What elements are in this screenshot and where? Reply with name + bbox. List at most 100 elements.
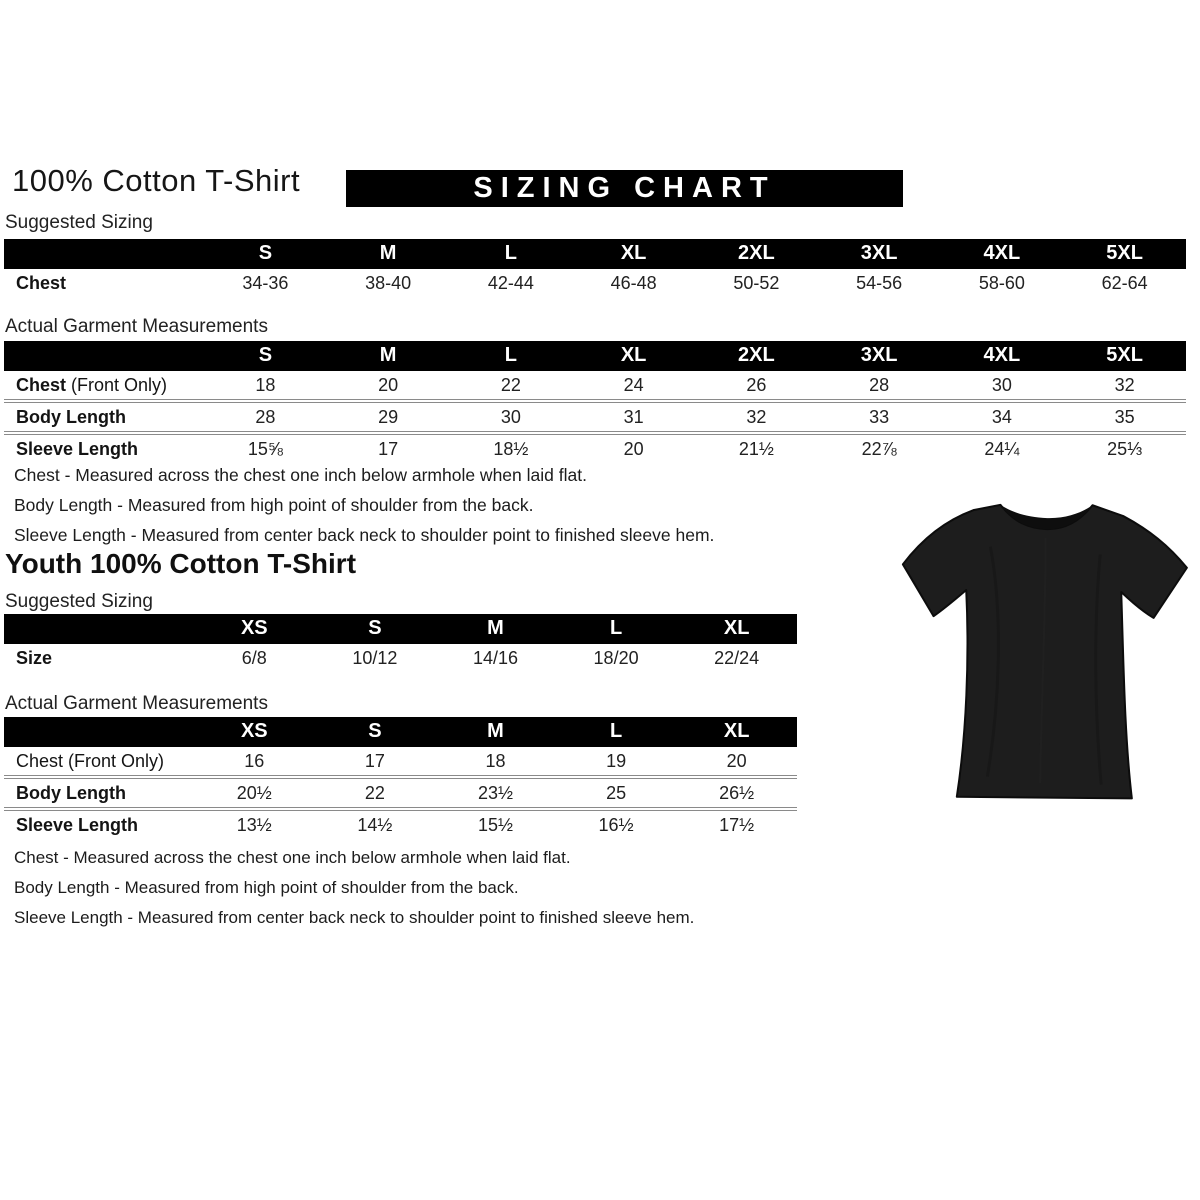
measurement-value: 33 [869, 406, 890, 427]
table-header-row: S M L XL 2XL 3XL 4XL 5XL [4, 341, 1186, 371]
size-column-header: S [368, 720, 382, 742]
measurement-value: 6/8 [241, 647, 267, 668]
page-title: 100% Cotton T-Shirt [12, 163, 301, 198]
youth-garment-table: XS S M L XL Chest (Front Only) 16 17 18 19 20 Body … [4, 717, 797, 839]
note-line: Sleeve Length - Measured from center bac… [14, 525, 715, 545]
measurement-value: 62-64 [1101, 272, 1148, 293]
note-line: Body Length - Measured from high point o… [14, 878, 519, 897]
measurement-value: 15⅝ [247, 438, 283, 459]
size-column-header: S [258, 242, 273, 264]
size-column-header: L [609, 617, 623, 639]
table-header-row: S M L XL 2XL 3XL 4XL 5XL [4, 239, 1186, 269]
youth-measurement-notes: Chest - Measured across the chest one in… [14, 843, 694, 933]
size-column-header: 5XL [1106, 242, 1143, 264]
measurement-value: 26½ [719, 782, 755, 803]
measurement-value: 28 [255, 406, 276, 427]
adult-measurement-notes: Chest - Measured across the chest one in… [14, 460, 714, 550]
size-column-header: 4XL [983, 242, 1021, 264]
size-column-header: XL [620, 344, 647, 366]
measurement-value: 24¼ [984, 438, 1020, 459]
measurement-value: 34-36 [242, 272, 289, 293]
measurement-value: 46-48 [610, 272, 657, 293]
measurement-value: 58-60 [978, 272, 1025, 293]
size-column-header: 3XL [860, 242, 898, 264]
measurement-value: 42-44 [487, 272, 534, 293]
size-column-header: M [379, 344, 397, 366]
measurement-value: 16 [244, 750, 265, 771]
measurement-value: 18 [255, 374, 276, 395]
youth-suggested-heading: Suggested Sizing [5, 591, 153, 612]
size-column-header: XS [240, 720, 268, 742]
size-column-header: M [379, 242, 397, 264]
measurement-value: 14/16 [472, 647, 518, 668]
row-label: Chest (Front Only) [16, 374, 168, 395]
measurement-value: 50-52 [733, 272, 780, 293]
table-row: Chest (Front Only) 16 17 18 19 20 [4, 747, 797, 775]
size-column-header: XL [723, 617, 750, 639]
measurement-value: 32 [746, 406, 767, 427]
table-row: Sleeve Length 15⅝ 17 18½ 20 21½ 22⅞ 24¼ 25⅓ [4, 431, 1186, 463]
row-label: Chest (Front Only) [16, 750, 165, 771]
measurement-value: 19 [606, 750, 627, 771]
measurement-value: 35 [1114, 406, 1135, 427]
size-column-header: XS [240, 617, 268, 639]
table-header-row: XS S M L XL [4, 614, 797, 644]
measurement-value: 13½ [236, 814, 272, 835]
measurement-value: 17 [378, 438, 399, 459]
measurement-value: 18/20 [593, 647, 639, 668]
size-column-header: L [504, 242, 517, 264]
measurement-value: 31 [623, 406, 644, 427]
measurement-value: 23½ [477, 782, 513, 803]
tshirt-collar [1000, 504, 1093, 530]
table-row: Body Length 20½ 22 23½ 25 26½ [4, 775, 797, 807]
adult-garment-heading: Actual Garment Measurements [5, 316, 268, 337]
note-line: Sleeve Length - Measured from center bac… [14, 908, 695, 927]
table-row: Chest 34-36 38-40 42-44 46-48 50-52 54-56 58-60… [4, 269, 1186, 297]
size-column-header: 4XL [983, 344, 1021, 366]
size-column-header: L [504, 344, 517, 366]
measurement-value: 15½ [477, 814, 513, 835]
measurement-value: 20 [726, 750, 747, 771]
row-label: Sleeve Length [16, 438, 139, 459]
table-header-row: XS S M L XL [4, 717, 797, 747]
adult-garment-table: S M L XL 2XL 3XL 4XL 5XL Chest (Front Only) 18 20 2… [4, 341, 1186, 463]
measurement-value: 20 [623, 438, 644, 459]
measurement-value: 30 [991, 374, 1012, 395]
measurement-value: 54-56 [856, 272, 903, 293]
table-row: Sleeve Length 13½ 14½ 15½ 16½ 17½ [4, 807, 797, 839]
size-column-header: XL [723, 720, 750, 742]
row-label: Body Length [16, 782, 126, 803]
note-line: Chest - Measured across the chest one in… [14, 465, 587, 485]
measurement-value: 20½ [236, 782, 272, 803]
measurement-value: 10/12 [352, 647, 398, 668]
measurement-value: 25 [606, 782, 627, 803]
row-label: Sleeve Length [16, 814, 139, 835]
measurement-value: 16½ [598, 814, 634, 835]
table-row: Body Length 28 29 30 31 32 33 34 35 [4, 399, 1186, 431]
size-column-header: XL [620, 242, 647, 264]
size-column-header: L [609, 720, 623, 742]
table-row: Chest (Front Only) 18 20 22 24 26 28 30 32 [4, 371, 1186, 399]
measurement-value: 17½ [719, 814, 755, 835]
measurement-value: 20 [378, 374, 399, 395]
measurement-value: 26 [746, 374, 767, 395]
size-column-header: 5XL [1106, 344, 1143, 366]
measurement-value: 24 [623, 374, 644, 395]
measurement-value: 21½ [738, 438, 774, 459]
row-label: Body Length [16, 406, 126, 427]
measurement-value: 32 [1114, 374, 1135, 395]
measurement-value: 28 [869, 374, 890, 395]
size-column-header: M [487, 617, 504, 639]
youth-title: Youth 100% Cotton T-Shirt [5, 548, 357, 579]
size-column-header: S [258, 344, 273, 366]
adult-suggested-heading: Suggested Sizing [5, 212, 153, 233]
size-column-header: S [368, 617, 382, 639]
size-column-header: M [487, 720, 504, 742]
measurement-value: 34 [991, 406, 1012, 427]
note-line: Chest - Measured across the chest one in… [14, 848, 571, 867]
sizing-chart-banner: SIZING CHART [346, 170, 903, 207]
measurement-value: 25⅓ [1107, 438, 1143, 459]
adult-suggested-table: S M L XL 2XL 3XL 4XL 5XL Chest 34-36 38-40 42-44 46-… [4, 239, 1186, 297]
measurement-value: 18½ [493, 438, 529, 459]
